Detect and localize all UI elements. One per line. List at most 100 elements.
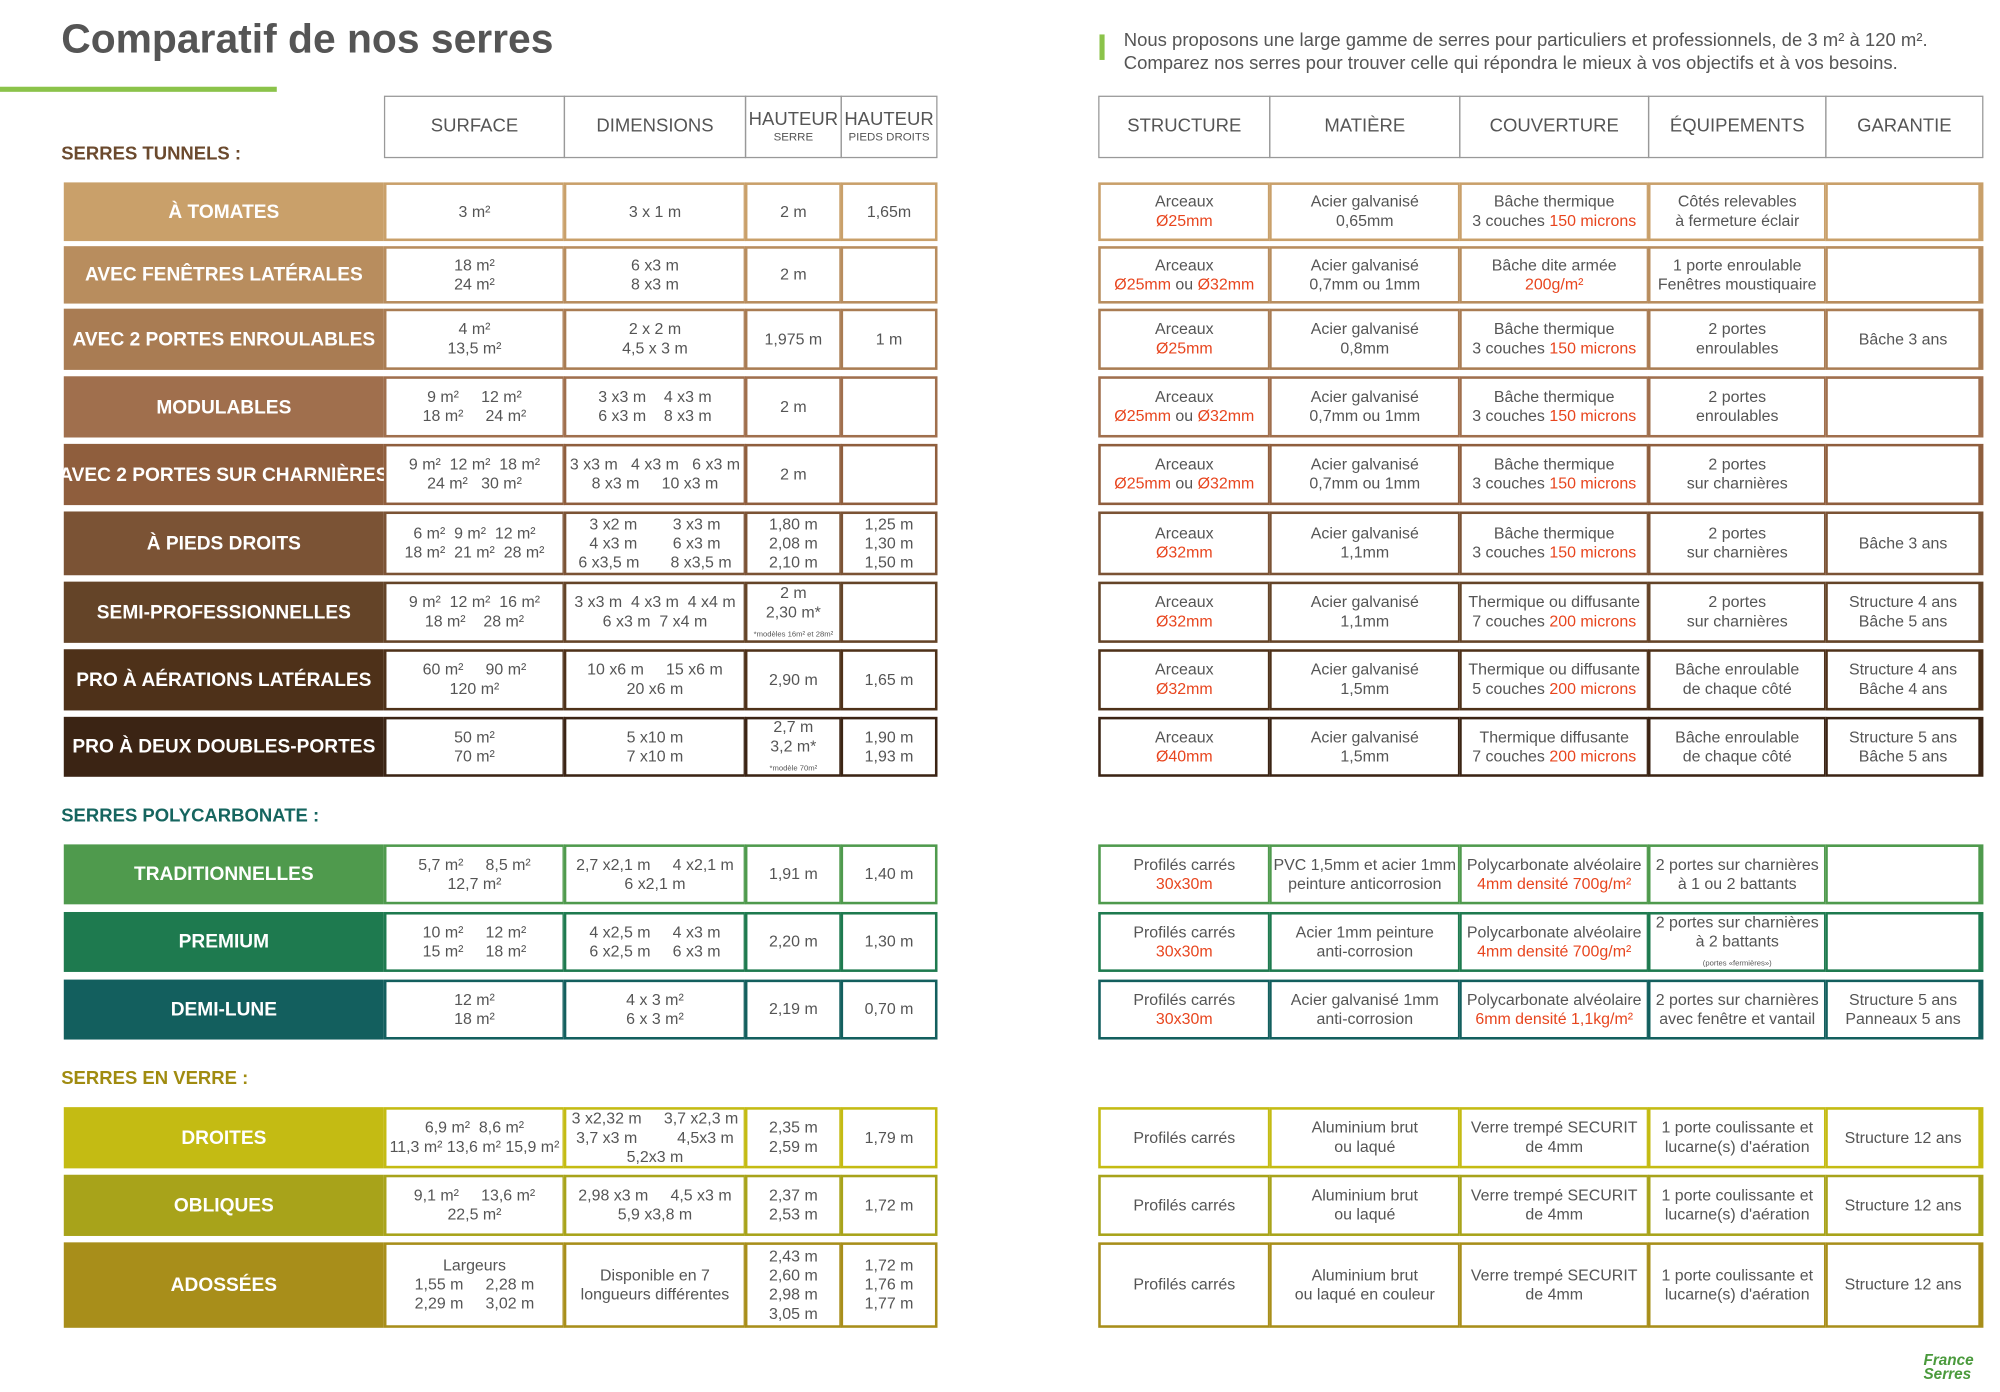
table-cell: Arceaux Ø25mm — [1098, 308, 1271, 370]
cell-line: Acier 1mm peinture — [1295, 922, 1434, 941]
table-cell: 2 m — [744, 443, 842, 506]
cell-line: Acier galvanisé — [1310, 524, 1419, 543]
cell-line: 2 portes sur charnières — [1655, 913, 1819, 932]
cell-line: 2,43 m — [768, 1246, 818, 1265]
table-cell: Acier galvanisé 1,1mm — [1269, 511, 1461, 576]
table-cell: 9,1 m² 13,6 m² 22,5 m² — [383, 1174, 566, 1236]
cell-line: 1,65 m — [864, 670, 914, 689]
cell-line: 6 x3 m 8 x3 m — [598, 406, 712, 425]
cell-line: 2,60 m — [768, 1265, 818, 1284]
cell-line: 2 m — [780, 265, 807, 284]
table-cell: 2,98 x3 m 4,5 x3 m 5,9 x3,8 m — [563, 1174, 747, 1236]
table-cell: 50 m² 70 m² — [383, 716, 566, 777]
cell-line: 6 x2,5 m 6 x3 m — [589, 941, 721, 960]
cell-line: avec fenêtre et vantail — [1659, 1009, 1816, 1028]
highlight: Ø32mm — [1155, 679, 1213, 698]
column-header: STRUCTURE — [1098, 95, 1271, 159]
highlight: 30x30m — [1155, 1009, 1213, 1028]
table-cell: 2 x 2 m 4,5 x 3 m — [563, 308, 747, 370]
table-cell: 1 porte coulissante et lucarne(s) d'aérat… — [1647, 1242, 1827, 1328]
cell-line: 5,2x3 m — [626, 1147, 684, 1166]
table-cell: 2,35 m 2,59 m — [744, 1107, 842, 1169]
highlight: Ø25mm — [1155, 211, 1213, 230]
cell-line: 2,53 m — [768, 1205, 818, 1224]
cell-line: Acier galvanisé — [1310, 593, 1419, 611]
table-cell: 2 portes sur charnières avec fenêtre et v… — [1647, 979, 1827, 1040]
cell-line: 1 porte coulissante et — [1661, 1118, 1814, 1137]
table-cell: 1,40 m — [840, 844, 938, 905]
cell-line: 18 m² — [454, 255, 495, 274]
table-cell: Acier galvanisé 0,7mm ou 1mm — [1269, 443, 1461, 506]
cell-line: Bâche enroulable — [1675, 660, 1800, 679]
table-cell: 2,19 m — [744, 979, 842, 1040]
cell-line: 2,29 m 3,02 m — [414, 1294, 535, 1313]
table-cell: Structure 4 ans Bâche 4 ans — [1825, 649, 1984, 711]
table-cell: Thermique ou diffusante 7 couches 200 mic… — [1459, 581, 1650, 643]
cell-line: 9 m² 12 m² 16 m² — [408, 593, 541, 611]
cell-line: Thermique ou diffusante — [1468, 593, 1641, 611]
table-cell — [1825, 246, 1984, 304]
cell-line: enroulables — [1696, 406, 1779, 425]
table-cell: 1,30 m — [840, 911, 938, 972]
cell-line: Arceaux — [1155, 455, 1214, 474]
cell-line: 50 m² — [454, 727, 495, 746]
table-cell: Bâche 3 ans — [1825, 511, 1984, 576]
row-name: TRADITIONNELLES — [63, 844, 384, 905]
cell-line: 3,7 x3 m 4,5x3 m — [576, 1128, 734, 1147]
cell-line: 2,7 m — [773, 718, 814, 736]
row-name: SEMI-PROFESSIONNELLES — [63, 581, 384, 643]
cell-line: sur charnières — [1686, 543, 1788, 562]
table-cell: Bâche thermique 3 couches 150 microns — [1459, 376, 1650, 438]
table-cell: 9 m² 12 m² 16 m² 18 m² 28 m² — [383, 581, 566, 643]
cell-line: Largeurs — [443, 1256, 506, 1275]
column-header: SURFACE — [383, 95, 566, 159]
row-name: À TOMATES — [63, 182, 384, 242]
cell-line: 1,30 m — [864, 932, 914, 951]
cell-line: Arceaux — [1155, 524, 1214, 543]
cell-line: 2 portes — [1708, 455, 1767, 474]
cell-line: 0,65mm — [1335, 211, 1394, 230]
table-cell: 1 porte coulissante et lucarne(s) d'aérat… — [1647, 1107, 1827, 1169]
table-cell: Acier galvanisé 0,7mm ou 1mm — [1269, 376, 1461, 438]
cell-line: 1,93 m — [864, 746, 914, 765]
cell-line: Structure 12 ans — [1844, 1128, 1962, 1147]
table-cell: Disponible en 7 longueurs différentes — [563, 1242, 747, 1328]
header-text: DIMENSIONS — [596, 116, 714, 137]
cell-line: Ø25mm ou Ø32mm — [1114, 407, 1254, 426]
table-cell: Profilés carrés 30x30m — [1098, 911, 1271, 972]
table-cell: Bâche enroulable de chaque côté — [1647, 716, 1827, 777]
highlight: Ø32mm — [1197, 474, 1255, 493]
cell-line: 6 x3 m 7 x4 m — [602, 612, 708, 631]
cell-line: 8 x3 m 10 x3 m — [591, 474, 719, 493]
table-cell: 2 portes sur charnières — [1647, 511, 1827, 576]
highlight: 6mm densité 1,1kg/m² — [1475, 1009, 1634, 1028]
text-segment: 3 couches — [1472, 211, 1550, 230]
cell-line: 3 couches 150 microns — [1472, 339, 1636, 358]
table-cell: 2 portes sur charnières à 1 ou 2 battants — [1647, 844, 1827, 905]
cell-line: 6,9 m² 8,6 m² — [424, 1118, 525, 1137]
intro: Nous proposons une large gamme de serres… — [1124, 29, 1928, 75]
cell-line: peinture anticorrosion — [1288, 874, 1442, 893]
highlight: Ø25mm — [1114, 274, 1171, 293]
header-text: HAUTEUR — [748, 109, 839, 131]
cell-line: Polycarbonate alvéolaire — [1466, 855, 1642, 874]
cell-line: 1,25 m — [864, 514, 914, 533]
cell-line: 3 m² — [458, 202, 491, 221]
cell-line: 6 x3,5 m 8 x3,5 m — [578, 552, 732, 571]
cell-line: Profilés carrés — [1133, 1275, 1236, 1294]
header-text: STRUCTURE — [1127, 116, 1242, 137]
table-cell: 1,72 m — [840, 1174, 938, 1236]
cell-line: enroulables — [1696, 339, 1779, 358]
cell-line: 2 portes sur charnières — [1655, 855, 1819, 874]
table-cell — [1825, 911, 1984, 972]
cell-line: 0,7mm ou 1mm — [1309, 474, 1421, 493]
cell-line: 1,1mm — [1340, 612, 1390, 631]
cell-line: Polycarbonate alvéolaire — [1466, 990, 1642, 1009]
cell-line: Profilés carrés — [1133, 990, 1236, 1009]
note: (portes «fermières») — [1702, 960, 1772, 969]
table-cell: Bâche thermique 3 couches 150 microns — [1459, 443, 1650, 506]
